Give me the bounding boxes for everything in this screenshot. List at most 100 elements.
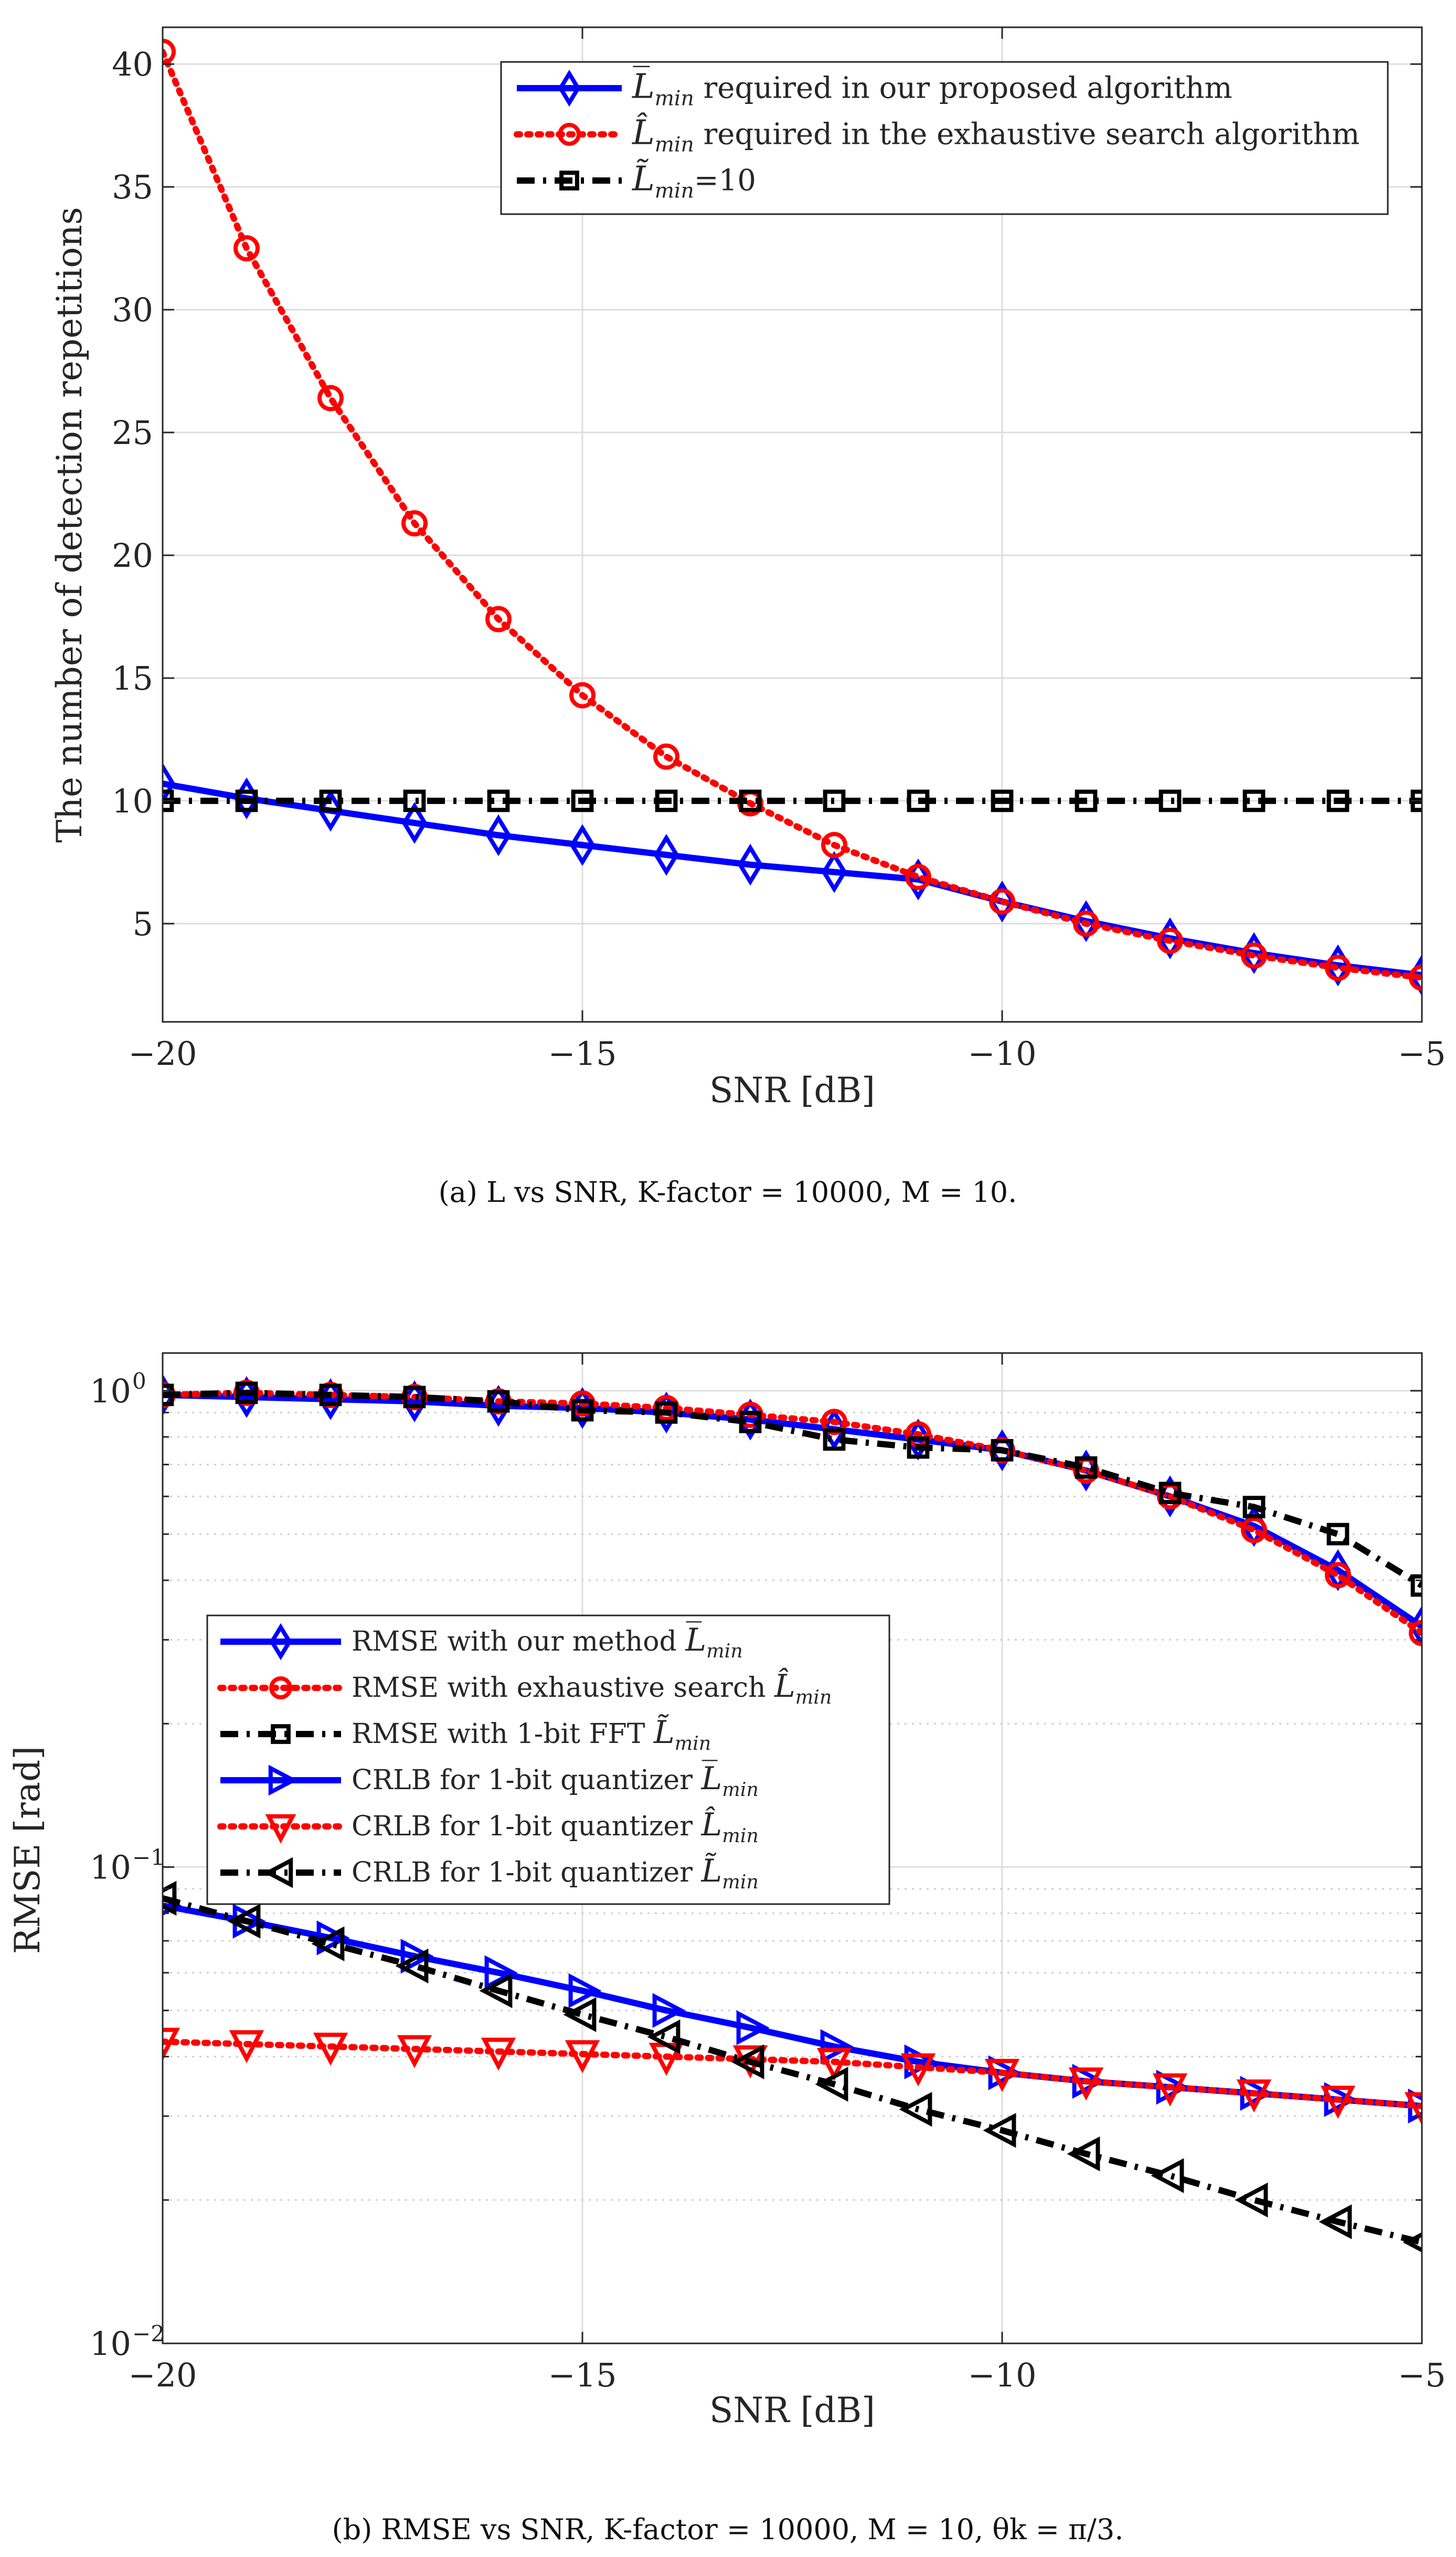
chart-b-data-point [983,2112,1016,2148]
chart-b-data-point [1068,2067,1104,2101]
chart-b-data-point [163,1373,176,1416]
chart-b-y-tick-label: 10 [90,2324,131,2363]
chart-a-data-point [737,843,763,886]
chart-a-data-point [317,789,344,832]
chart-b-y-tick-label: 10 [90,1848,131,1886]
chart-a: −20 −15 −10 −5 5 10 15 20 25 30 35 40 SNR [dB] The … [49,26,1446,1209]
chart-b-data-point [400,1938,434,1974]
chart-a-data-point [569,682,596,709]
chart-a-y-tick-label: 10 [112,782,153,820]
chart-a-data-point [1409,964,1422,991]
chart-b-legend-entry: CRLB for 1-bit quantizer L̅min [220,1759,759,1801]
chart-b-legend-marker [268,1764,298,1796]
chart-b-data-point [1235,2182,1268,2218]
chart-b-data-point [1152,2073,1188,2107]
chart-a-series-line [163,48,1422,981]
chart-b-legend-label: CRLB for 1-bit quantizer L̃min [352,1852,759,1893]
chart-b-data-point [313,2032,348,2066]
chart-a-data-point [569,824,596,867]
chart-a-data-point [1159,789,1182,812]
chart-b-data-point [481,2037,516,2071]
chart-a-data-point [655,789,678,812]
chart-b-data-point [1159,1482,1182,1505]
chart-b-x-axis-label: SNR [dB] [709,2390,875,2431]
chart-b-data-point [163,2027,180,2061]
chart-a-data-point [485,814,512,857]
chart-b-axes-box [162,1352,1423,2344]
chart-a-data-point [1241,942,1267,969]
chart-b-data-point [395,1948,429,1984]
chart-b-legend-label: RMSE with exhaustive search L̂min [352,1667,832,1708]
chart-b-data-point [1409,1620,1422,1646]
chart-a-data-point [487,789,510,812]
chart-b-legend-marker [263,1857,293,1888]
chart-a-y-tick-label: 25 [112,414,153,452]
chart-a-y-tick-label: 20 [112,536,153,575]
chart-b-series-line [163,2038,1422,2109]
chart-b-data-point [487,1390,510,1413]
chart-b-data-point [1320,2086,1356,2119]
chart-a-data-point [653,833,679,876]
chart-a-legend-entry: L̃min=10 [517,159,756,203]
chart-a-legend-label: L̅min required in our proposed algorithm [632,66,1232,111]
chart-a-y-tick-label: 15 [112,659,153,698]
chart-a-legend-marker [559,171,579,191]
chart-b-data-point [1326,1523,1349,1546]
chart-b-y-tick-exponent: 0 [132,1368,146,1394]
chart-b-data-point [311,1926,345,1961]
chart-b-data-point [227,1904,261,1939]
chart-a-legend-entry: L̂min required in the exhaustive search … [514,113,1360,156]
chart-a-data-point [989,880,1015,923]
chart-b-series-line [163,1895,1422,2246]
chart-a-data-point [989,888,1015,915]
chart-b-data-point [1236,2079,1272,2113]
chart-a-data-point [653,743,679,770]
chart-b-series [163,1373,1422,2253]
chart-b-data-point [1151,2158,1184,2193]
chart-b-data-point [1325,1562,1351,1589]
chart-b-data-point [1067,2136,1100,2172]
chart-b-data-point [1241,1517,1267,1544]
chart-b-y-tick-exponent: −2 [132,2321,165,2347]
chart-a-data-point [1326,789,1349,812]
chart-a-legend-marker [558,123,581,146]
chart-b-x-tick-label: −20 [129,2356,197,2394]
chart-a-data-point [823,789,846,812]
chart-b-data-point [1409,1605,1422,1647]
chart-b-data-point [736,2010,770,2045]
chart-a-legend: L̅min required in our proposed algorithm… [500,61,1389,215]
chart-b-data-point [1404,2092,1422,2126]
chart-a-data-point [739,789,762,812]
chart-a-x-tick-label: −10 [968,1034,1037,1073]
chart-a-ticks: −20 −15 −10 −5 5 10 15 20 25 30 35 40 [112,27,1446,1073]
chart-a-legend-label: L̃min=10 [632,159,756,203]
chart-a-y-tick-label: 40 [112,45,153,83]
chart-a-caption: (a) L vs SNR, K-factor = 10000, M = 10. [439,1176,1017,1209]
chart-a-y-tick-label: 35 [112,168,153,206]
chart-a-x-axis-label: SNR [dB] [709,1070,875,1111]
chart-b-data-point [235,1381,258,1404]
chart-a-data-point [163,763,176,805]
chart-b-data-point [1075,1456,1098,1479]
chart-b-data-point [647,2019,681,2055]
chart-b-data-point [563,1997,597,2032]
chart-b-legend-label: RMSE with our method L̅min [352,1621,743,1662]
chart-b-data-point [163,1880,177,1916]
chart-a-data-point [403,789,426,812]
chart-b-data-point [820,2029,854,2064]
chart-a-legend-entry: L̅min required in our proposed algorithm [517,66,1232,111]
chart-b-legend-entry: RMSE with exhaustive search L̂min [217,1667,832,1708]
chart-b-x-tick-label: −5 [1398,2356,1446,2394]
chart-a-data-point [1325,955,1351,981]
chart-b-data-point [652,1993,686,2028]
chart-a-axes-box [162,26,1423,1023]
chart-a-data-point [1073,910,1099,937]
chart-b-legend-marker [269,1676,292,1699]
chart-b-data-point [989,1429,1015,1472]
chart-b-series-line [163,1389,1422,1589]
chart-a-data-point [991,789,1014,812]
chart-b-legend-entry: RMSE with 1-bit FFT L̃min [220,1714,711,1755]
chart-b-data-point [739,1410,762,1433]
chart-b-data-point [397,2035,432,2068]
